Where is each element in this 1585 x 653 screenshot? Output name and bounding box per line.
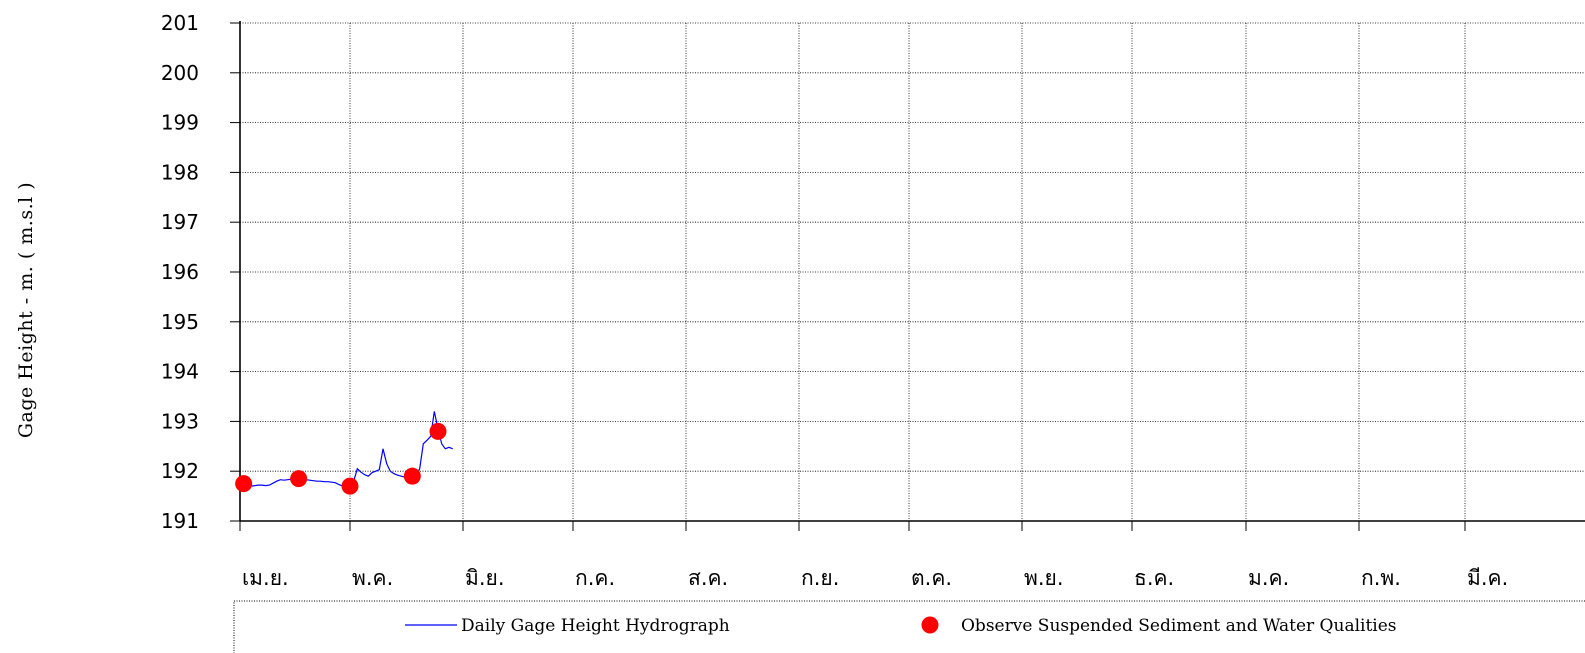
y-tick-label: 199: [161, 111, 199, 135]
y-tick-label: 195: [161, 310, 199, 334]
observation-point: [429, 422, 447, 440]
series-layer: [235, 411, 453, 495]
y-tick-labels: 191 192 193 194 195 196 197 198 199 200 201: [161, 11, 199, 533]
x-tick-label: พ.ค.: [352, 566, 393, 590]
x-tick-label: ก.พ.: [1361, 566, 1401, 590]
x-tick-label: มี.ค.: [1467, 566, 1508, 590]
y-tick-label: 191: [161, 509, 199, 533]
x-tick-label: พ.ย.: [1024, 566, 1064, 590]
x-tick-label: เม.ย.: [242, 566, 289, 590]
y-tick-label: 192: [161, 459, 199, 483]
legend-marker-observations: [921, 616, 939, 634]
y-tick-label: 201: [161, 11, 199, 35]
legend-box: [233, 600, 1585, 653]
x-tick-label: ก.ย.: [801, 566, 839, 590]
y-tick-label: 196: [161, 260, 199, 284]
y-axis-title: Gage Height - m. ( m.s.l ): [15, 182, 37, 438]
legend-label-observations: Observe Suspended Sediment and Water Qua…: [961, 616, 1397, 636]
axes: [230, 21, 1585, 531]
x-tick-label: ธ.ค.: [1134, 566, 1174, 590]
y-tick-label: 200: [161, 61, 199, 85]
x-tick-labels: เม.ย. พ.ค. มิ.ย. ก.ค. ส.ค. ก.ย. ต.ค. พ.ย. ธ.ค. ม.…: [242, 566, 1508, 590]
observation-point: [403, 467, 421, 485]
y-tick-label: 197: [161, 210, 199, 234]
x-tick-label: ส.ค.: [688, 566, 728, 590]
observation-point: [341, 477, 359, 495]
y-tick-label: 193: [161, 409, 199, 433]
x-tick-label: ม.ค.: [1248, 566, 1289, 590]
grid-lines: [240, 22, 1585, 521]
y-tick-label: 198: [161, 160, 199, 184]
x-tick-label: มิ.ย.: [465, 566, 505, 590]
observation-point: [290, 470, 308, 488]
observation-point: [235, 475, 253, 493]
legend-label-hydrograph: Daily Gage Height Hydrograph: [461, 616, 730, 636]
x-tick-label: ต.ค.: [911, 566, 952, 590]
x-tick-label: ก.ค.: [575, 566, 615, 590]
y-tick-label: 194: [161, 360, 199, 384]
legend: Daily Gage Height Hydrograph Observe Sus…: [233, 600, 1585, 653]
